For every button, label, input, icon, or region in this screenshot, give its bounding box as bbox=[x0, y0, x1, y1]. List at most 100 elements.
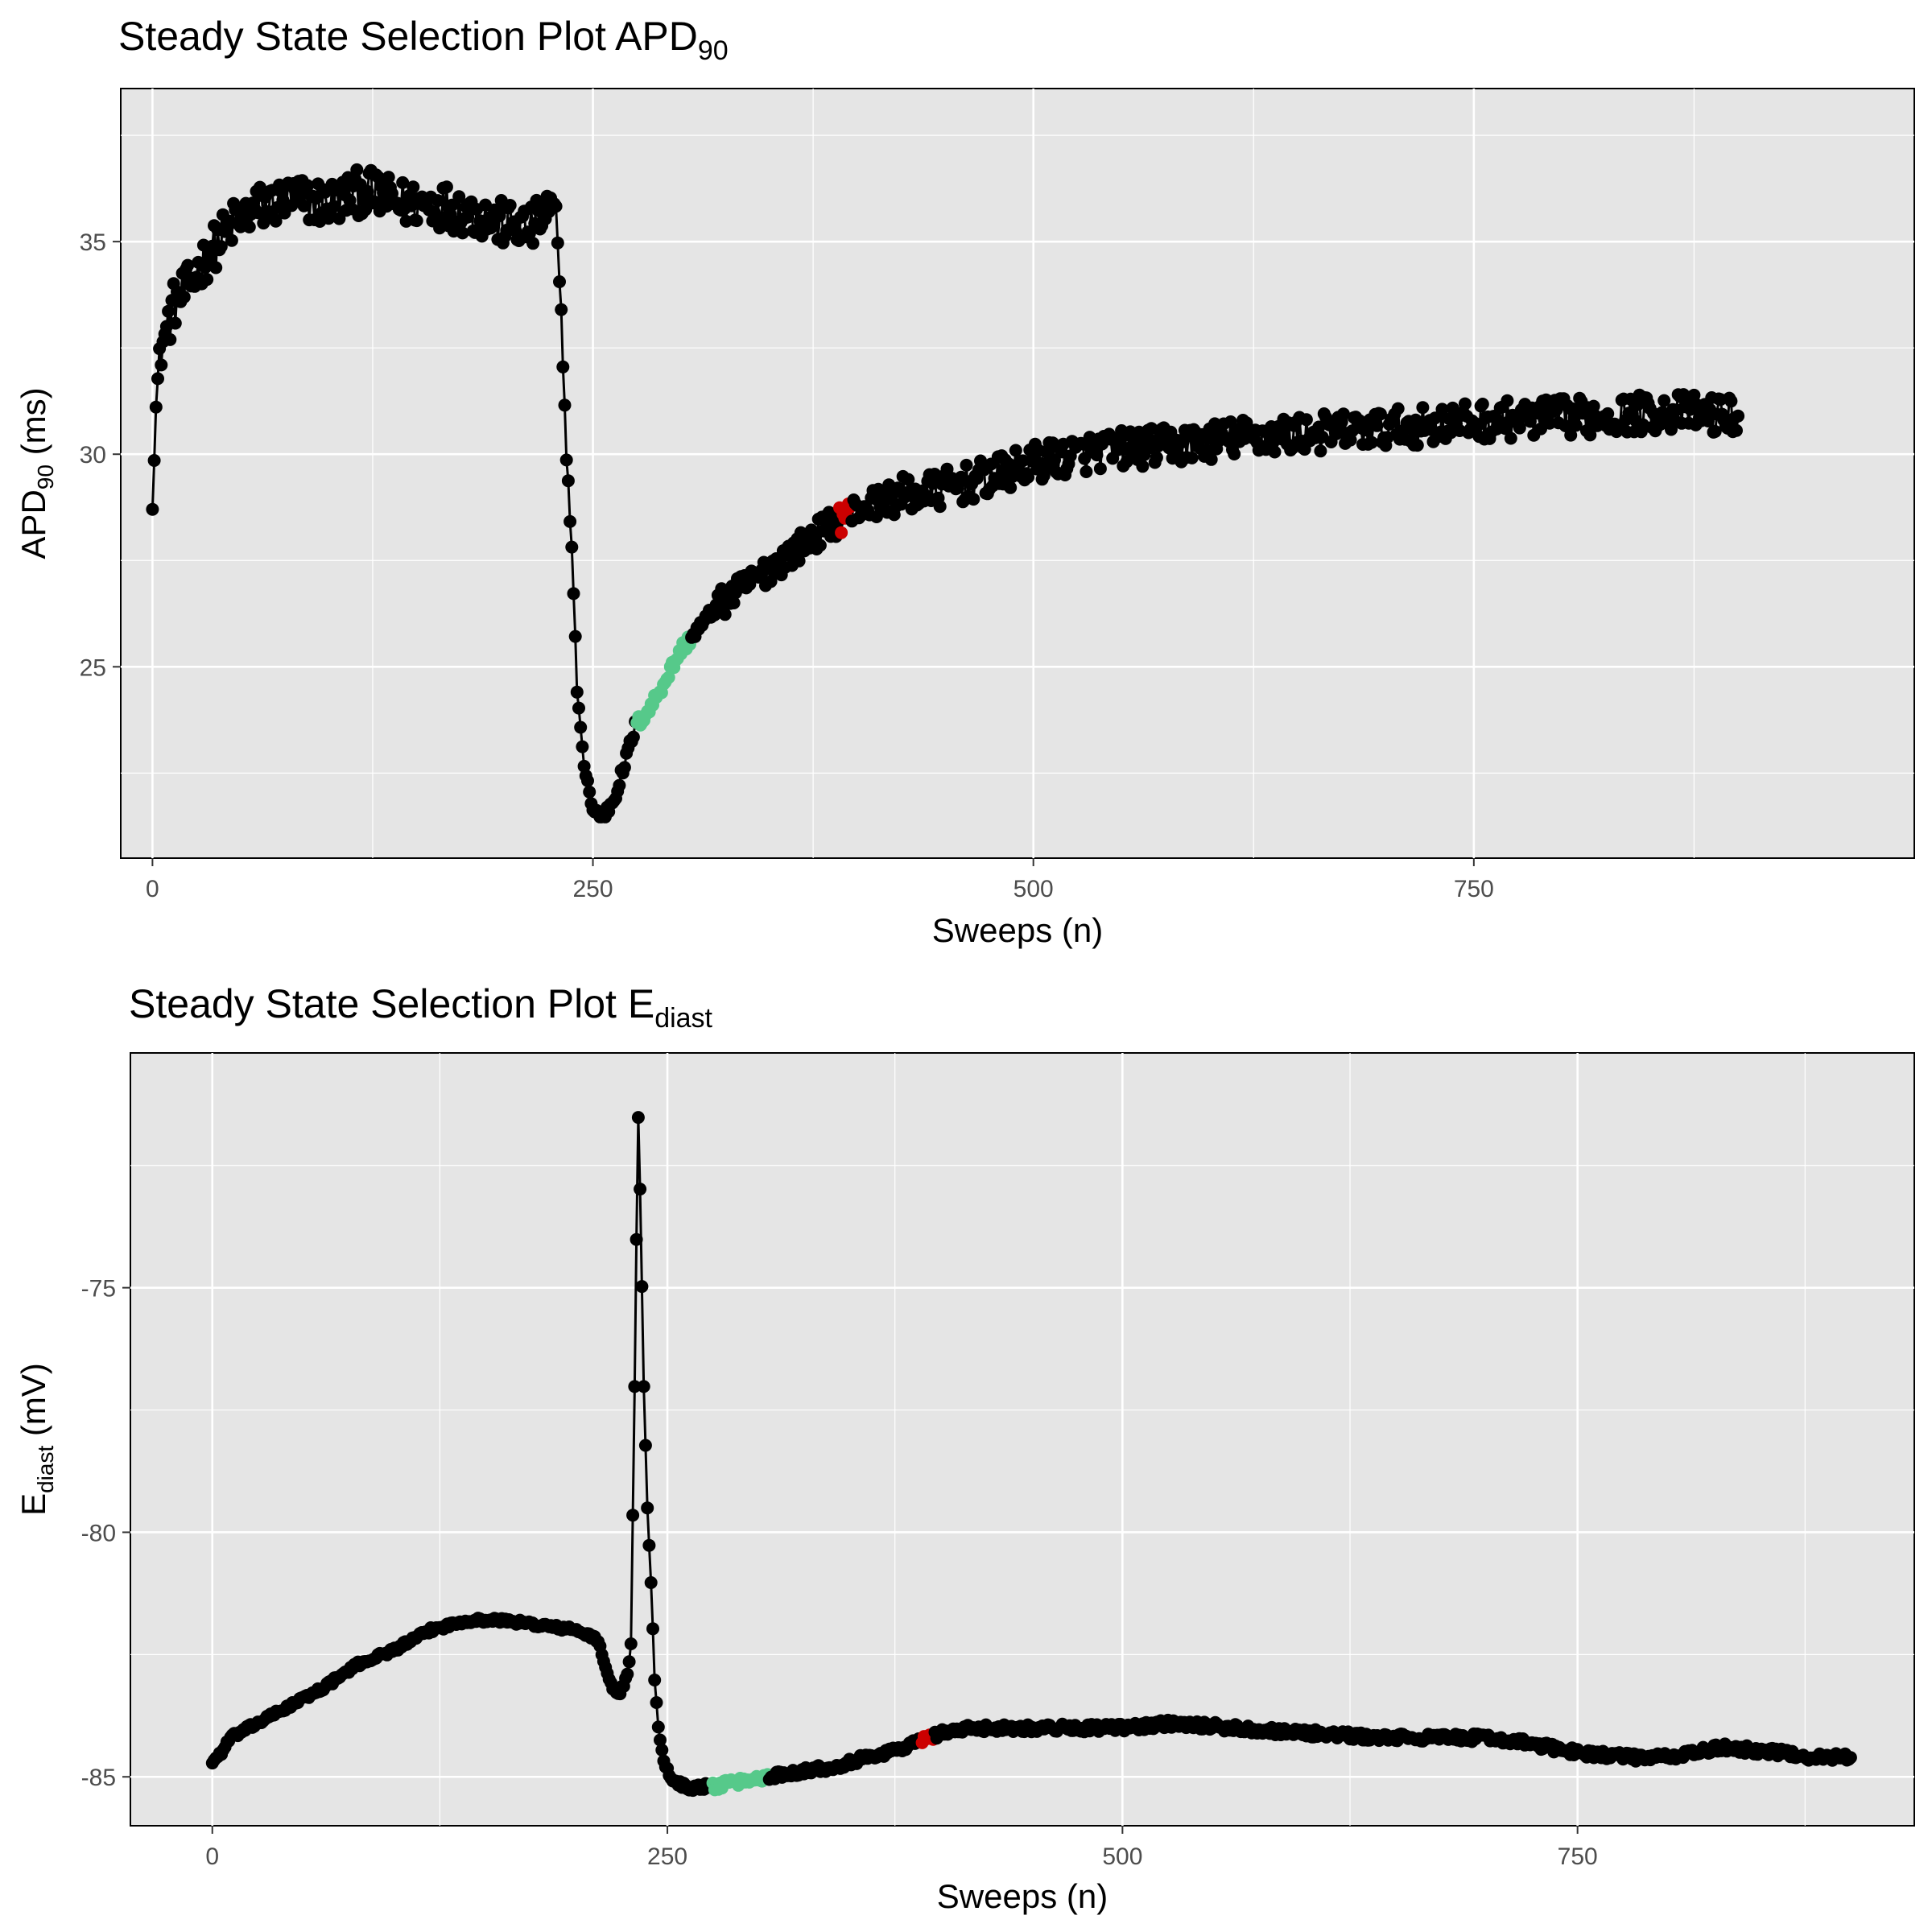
data-point bbox=[1336, 407, 1350, 421]
data-point bbox=[553, 275, 566, 288]
data-point bbox=[350, 163, 364, 176]
data-point bbox=[214, 240, 228, 254]
data-point bbox=[576, 740, 589, 753]
data-point bbox=[559, 453, 573, 467]
data-point bbox=[1208, 417, 1222, 431]
data-point bbox=[1004, 481, 1018, 494]
data-point bbox=[1583, 428, 1597, 442]
data-point bbox=[1476, 398, 1489, 411]
grid-major bbox=[130, 1053, 1914, 1826]
data-point bbox=[200, 273, 214, 287]
data-point bbox=[1550, 402, 1563, 416]
data-point bbox=[181, 258, 195, 272]
data-point bbox=[242, 221, 256, 233]
data-point bbox=[655, 1744, 669, 1757]
data-point bbox=[555, 303, 568, 316]
x-tick-label: 500 bbox=[1013, 876, 1054, 902]
data-point bbox=[638, 1439, 652, 1452]
data-point bbox=[1299, 413, 1313, 427]
data-point bbox=[1687, 388, 1701, 402]
data-point bbox=[149, 400, 163, 414]
data-point bbox=[257, 217, 270, 230]
data-point bbox=[1185, 451, 1199, 464]
y-axis-label: APD90 (ms) bbox=[14, 387, 58, 559]
data-point bbox=[407, 180, 420, 194]
data-point bbox=[1504, 431, 1517, 445]
data-point bbox=[561, 474, 575, 488]
data-point bbox=[1136, 460, 1150, 473]
data-point bbox=[1120, 455, 1133, 469]
x-tick-label: 0 bbox=[205, 1843, 219, 1870]
apd90-chart: Steady State Selection Plot APD90 0 250 50… bbox=[14, 14, 1915, 949]
data-point bbox=[269, 214, 283, 228]
data-point bbox=[1564, 428, 1578, 442]
data-point bbox=[567, 587, 580, 601]
data-point bbox=[568, 630, 582, 643]
data-point bbox=[503, 199, 517, 212]
data-point bbox=[151, 372, 164, 386]
data-point bbox=[764, 575, 778, 588]
selected-point bbox=[835, 526, 848, 539]
data-point bbox=[1268, 445, 1282, 459]
data-point bbox=[485, 217, 499, 231]
data-point bbox=[581, 774, 594, 787]
data-point bbox=[526, 237, 540, 250]
data-point bbox=[1410, 439, 1424, 452]
data-point bbox=[461, 210, 475, 224]
data-point bbox=[147, 454, 161, 467]
data-point bbox=[648, 1674, 662, 1686]
data-point bbox=[1080, 465, 1093, 478]
data-point bbox=[641, 1501, 654, 1515]
data-point bbox=[452, 190, 466, 204]
data-point bbox=[1513, 421, 1526, 435]
data-point bbox=[146, 502, 159, 516]
data-point bbox=[613, 778, 626, 792]
data-point bbox=[1228, 448, 1241, 460]
data-point bbox=[565, 540, 579, 554]
data-point bbox=[1435, 402, 1449, 416]
data-point bbox=[1587, 399, 1600, 413]
data-point bbox=[1724, 394, 1738, 408]
y-tick-label: 35 bbox=[80, 229, 106, 256]
data-point bbox=[155, 358, 168, 372]
data-points bbox=[205, 1111, 1857, 1798]
data-point bbox=[1701, 415, 1715, 427]
data-point bbox=[1458, 397, 1472, 411]
data-points bbox=[146, 163, 1745, 824]
x-tick-label: 500 bbox=[1102, 1843, 1142, 1870]
data-point bbox=[626, 1509, 640, 1522]
data-point bbox=[967, 493, 980, 506]
data-point bbox=[642, 1538, 656, 1552]
ediast-chart: Steady State Selection Plot Ediast 0 250 5… bbox=[14, 981, 1915, 1915]
data-point bbox=[727, 597, 741, 609]
y-tick-label: -80 bbox=[81, 1520, 116, 1546]
y-axis-label: Ediast (mV) bbox=[14, 1363, 58, 1516]
data-point bbox=[564, 514, 577, 528]
data-point bbox=[301, 179, 314, 192]
y-tick-label: -85 bbox=[81, 1765, 116, 1791]
data-point bbox=[440, 180, 453, 194]
data-point bbox=[960, 458, 973, 472]
data-point bbox=[1471, 419, 1484, 433]
data-point bbox=[621, 1667, 634, 1681]
data-point bbox=[209, 261, 223, 275]
x-tick-label: 0 bbox=[146, 876, 159, 902]
x-tick-label: 750 bbox=[1454, 876, 1494, 902]
data-point bbox=[1199, 444, 1213, 456]
y-axis: -85 -80 -75 bbox=[81, 1276, 130, 1791]
data-point bbox=[572, 701, 585, 715]
data-point bbox=[410, 214, 423, 228]
data-point bbox=[1657, 394, 1671, 407]
data-point bbox=[650, 1696, 663, 1709]
data-point bbox=[628, 1380, 642, 1393]
data-point bbox=[1009, 444, 1022, 457]
data-point bbox=[163, 332, 177, 346]
data-point bbox=[1601, 407, 1615, 420]
data-point bbox=[225, 233, 238, 247]
data-point bbox=[1370, 419, 1384, 432]
data-point bbox=[396, 175, 410, 189]
data-point bbox=[1708, 425, 1722, 438]
data-point bbox=[644, 1576, 658, 1589]
data-point bbox=[646, 1622, 659, 1636]
x-axis-label: Sweeps (n) bbox=[932, 911, 1103, 949]
